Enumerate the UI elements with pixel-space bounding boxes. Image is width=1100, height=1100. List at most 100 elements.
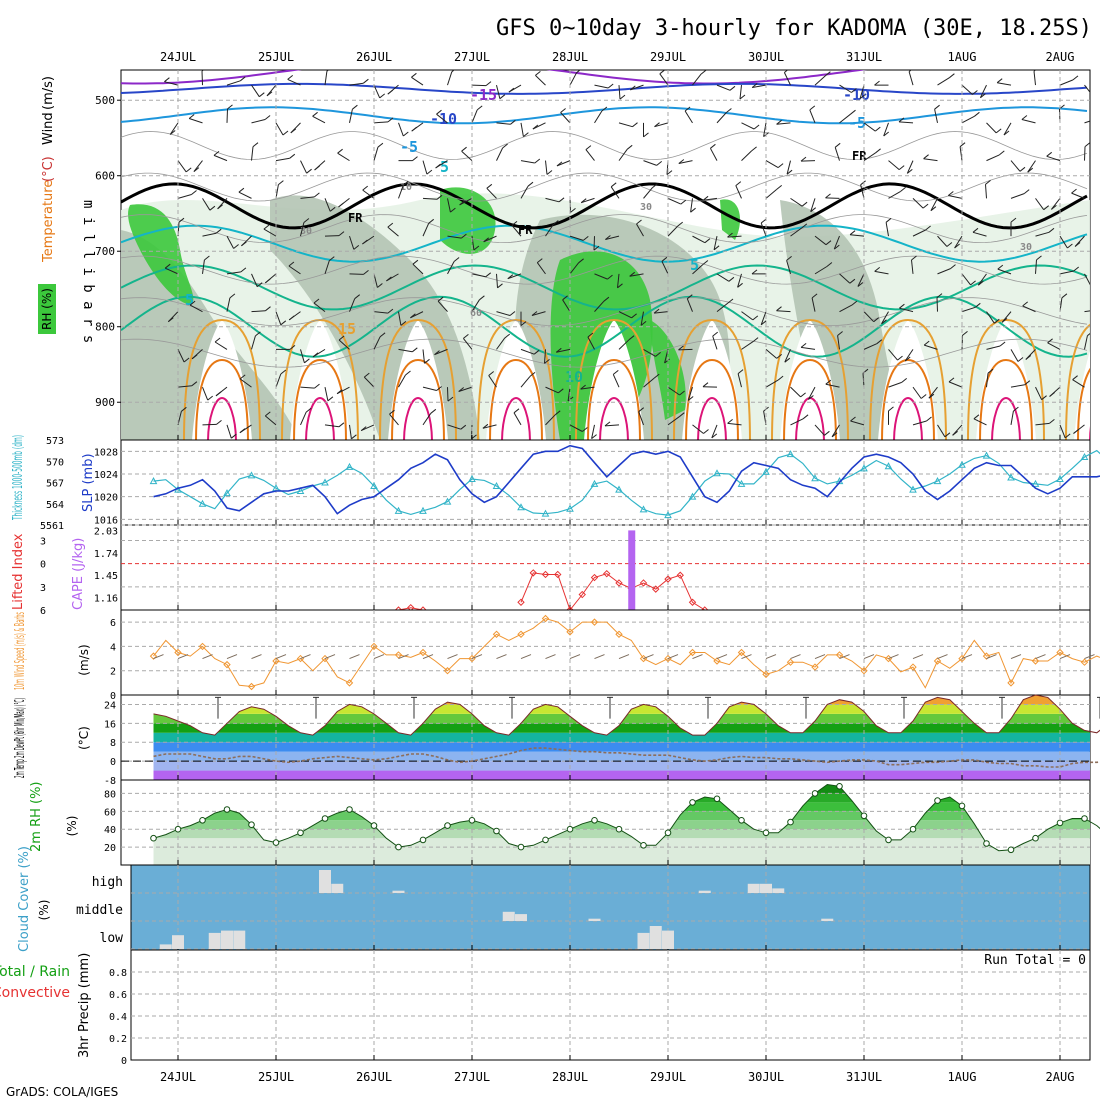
upper-wind-barb <box>251 84 260 97</box>
upper-wind-barb-flag <box>776 185 783 190</box>
upper-wind-barb-flag <box>950 264 956 269</box>
upper-wind-barb <box>324 260 330 275</box>
upper-wind-barb <box>850 420 865 426</box>
thickness-point <box>615 485 623 493</box>
slp-tick-label: 1024 <box>94 470 118 481</box>
lifted-index-point <box>529 569 537 577</box>
upper-wind-barb <box>786 260 791 275</box>
wind-speed-point <box>811 663 819 671</box>
wind-frame <box>120 609 1091 696</box>
contour-label: 30 <box>1020 242 1032 253</box>
upper-wind-barb <box>189 304 203 313</box>
upper-wind-barb-flag <box>1019 166 1026 172</box>
upper-wind-barb <box>692 235 706 244</box>
lifted-index-point <box>517 598 525 606</box>
surface-wind-barb <box>937 654 948 660</box>
upper-wind-barb-flag <box>653 373 660 379</box>
warm-column <box>290 320 350 440</box>
upper-wind-barb <box>594 110 603 124</box>
upper-wind-barb-flag <box>1027 167 1034 173</box>
upper-wind-barb-flag <box>191 190 197 195</box>
rh-contour <box>121 172 1088 202</box>
upper-wind-barb-flag <box>207 395 214 401</box>
upper-wind-barb-flag <box>656 161 663 166</box>
surface-wind-barb <box>569 654 581 660</box>
upper-wind-barb <box>801 346 816 350</box>
upper-wind-barb-flag <box>523 132 529 137</box>
upper-wind-barb-flag <box>536 258 543 263</box>
upper-wind-barb-flag <box>535 71 541 76</box>
rh-point <box>983 840 990 847</box>
upper-wind-barb-flag <box>556 161 563 167</box>
upper-wind-barb <box>545 224 554 237</box>
upper-wind-barb-flag <box>1036 255 1042 261</box>
upper-wind-barb-flag <box>826 262 833 267</box>
thickness-point <box>370 481 378 490</box>
upper-wind-barb-flag <box>1046 151 1053 157</box>
upper-wind-barb-flag <box>502 143 508 149</box>
upper-y-tick-label: 800 <box>95 321 115 334</box>
upper-wind-barb-flag <box>883 131 890 137</box>
upper-wind-barb-flag <box>377 142 384 148</box>
upper-wind-barb-flag <box>1091 282 1096 286</box>
upper-wind-barb <box>373 273 378 288</box>
upper-wind-barb-flag <box>534 158 541 164</box>
upper-wind-barb-flag <box>214 337 221 343</box>
temp-color-band <box>153 742 1090 752</box>
upper-wind-barb-flag <box>183 357 190 363</box>
upper-wind-barb-flag <box>678 159 685 164</box>
upper-wind-barb <box>251 119 266 124</box>
upper-wind-barb <box>300 386 315 389</box>
upper-wind-barb-flag <box>874 126 881 132</box>
upper-wind-barb <box>567 387 571 402</box>
upper-wind-barb-flag <box>263 224 270 230</box>
upper-wind-barb <box>883 122 889 137</box>
upper-wind-barb <box>763 122 767 137</box>
upper-wind-barb-flag <box>739 94 746 100</box>
cloud-cover-panel: high middle low (%) Cloud Cover (%) <box>17 846 1091 952</box>
upper-wind-barb-flag <box>607 274 613 280</box>
rh-point <box>860 812 868 820</box>
thickness-point <box>811 474 819 482</box>
upper-wind-barb <box>434 348 448 356</box>
upper-wind-barb-flag <box>619 94 626 100</box>
upper-wind-barb <box>1033 71 1036 86</box>
upper-wind-barb <box>986 154 1000 162</box>
upper-wind-barb <box>226 297 231 312</box>
surface-wind-barb <box>447 654 458 660</box>
upper-wind-barb-flag <box>377 283 383 288</box>
upper-wind-barb <box>667 386 680 396</box>
li-tick-label: 0 <box>40 560 46 571</box>
upper-wind-barb-flag <box>1096 226 1100 230</box>
surface-wind-barb <box>545 654 556 660</box>
upper-wind-barb <box>814 424 825 436</box>
upper-wind-barb <box>618 339 630 350</box>
upper-wind-barb-flag <box>217 204 223 210</box>
upper-wind-barb <box>973 418 987 426</box>
temperature-contour <box>121 182 1088 230</box>
contour-label: 5 <box>690 256 699 274</box>
upper-wind-barb-flag <box>363 78 369 84</box>
wind-tick-label: 2 <box>110 667 116 678</box>
slp-tick-label: 1016 <box>94 515 118 526</box>
upper-wind-barb-flag <box>312 352 319 358</box>
precip-tick-label: 0 <box>121 1056 127 1067</box>
upper-wind-barb-flag <box>580 198 587 204</box>
cloud-bar <box>637 932 650 949</box>
temp-tick-label: 8 <box>110 738 116 749</box>
upper-wind-barb-flag <box>949 73 955 79</box>
precip-tick-label: 0.2 <box>109 1034 127 1045</box>
upper-wind-barb-flag <box>1021 115 1028 120</box>
chart-title: GFS 0~10day 3-hourly for KADOMA (30E, 18… <box>496 16 1092 41</box>
cloud-bar <box>221 930 233 949</box>
upper-wind-barb <box>251 273 258 287</box>
upper-wind-barb-flag <box>1023 189 1030 194</box>
warm-temperature-contour <box>1065 323 1090 440</box>
upper-wind-barb-flag <box>191 354 198 360</box>
wind-speed-point <box>590 618 599 626</box>
upper-wind-barb <box>447 387 449 402</box>
upper-wind-barb <box>888 349 898 361</box>
rh-point <box>199 817 206 824</box>
upper-wind-barb-flag <box>529 372 536 377</box>
upper-wind-barb-flag <box>531 311 538 316</box>
